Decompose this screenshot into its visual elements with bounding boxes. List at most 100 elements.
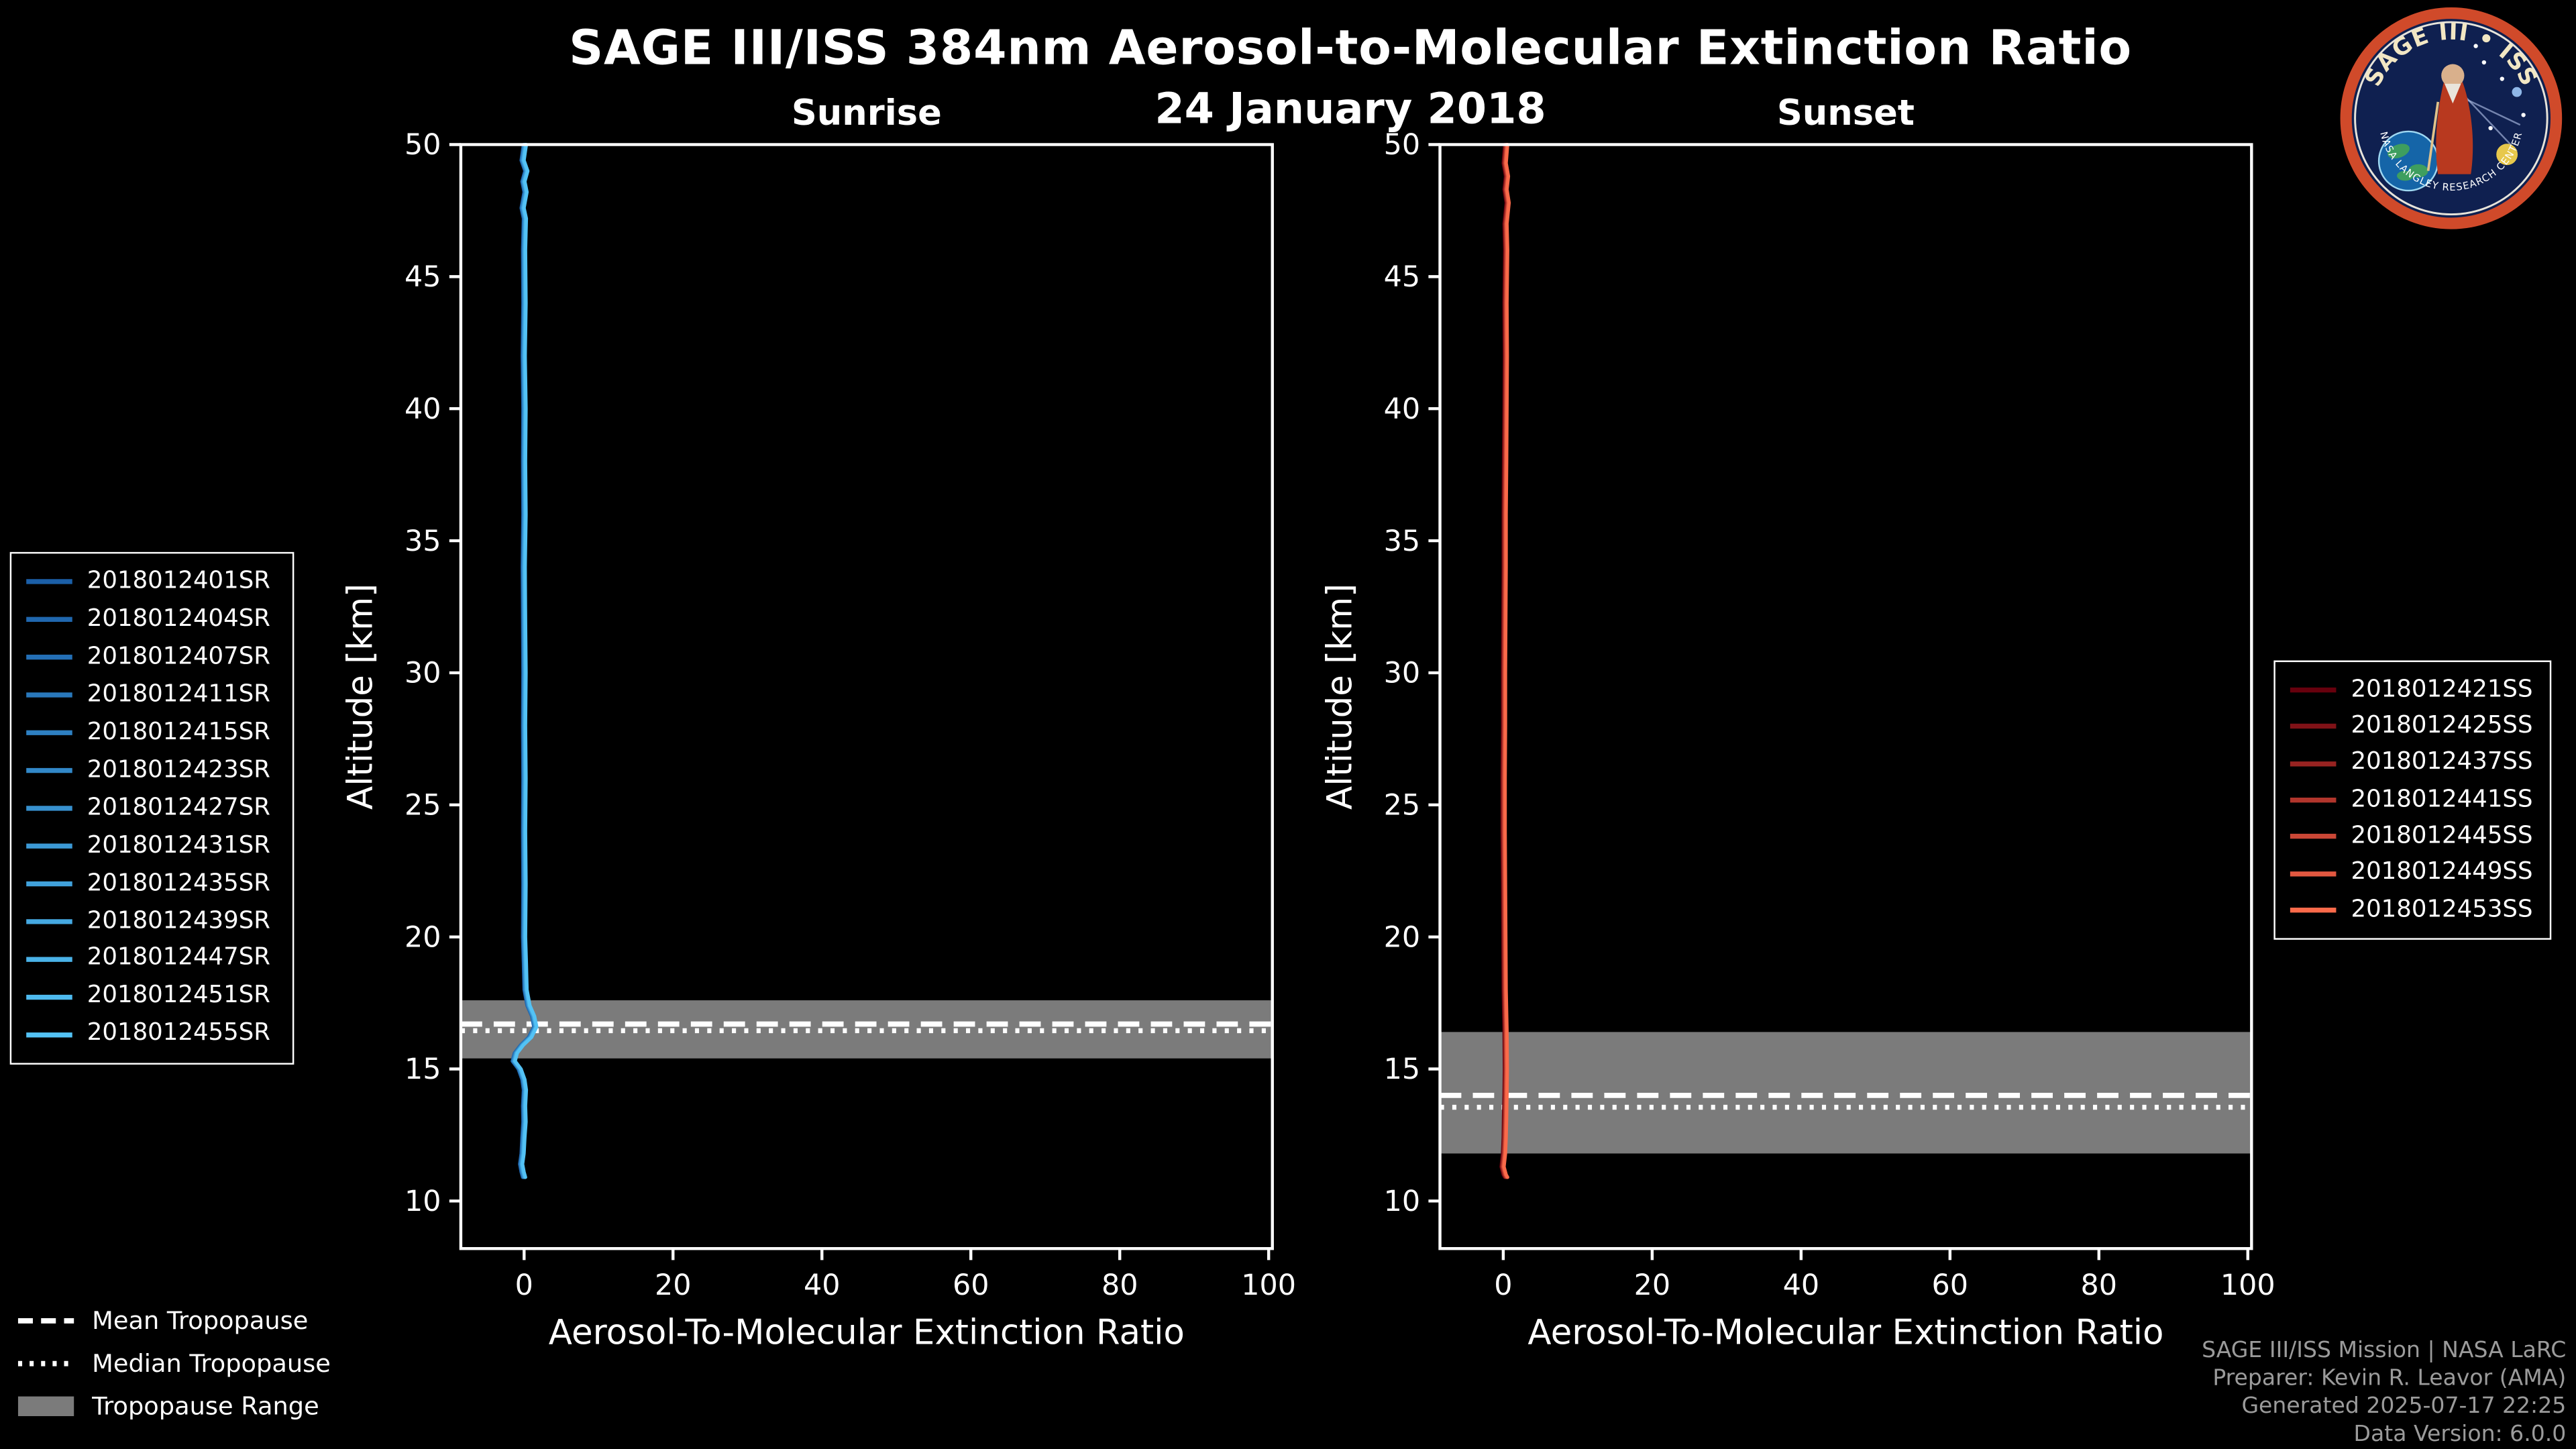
line-swatch-icon	[26, 768, 72, 773]
x-tick-label: 20	[655, 1269, 692, 1302]
tropopause-range-band	[460, 1000, 1273, 1059]
line-swatch-icon	[26, 655, 72, 660]
legend-item-2018012421SS: 2018012421SS	[2288, 678, 2536, 702]
y-tick-label: 25	[1384, 788, 1421, 822]
legend-item-2018012455SR: 2018012455SR	[25, 1022, 280, 1046]
panel-title-sunset: Sunset	[1777, 93, 1915, 133]
line-swatch-icon	[26, 730, 72, 736]
line-swatch-icon	[26, 881, 72, 886]
y-tick-label: 15	[405, 1053, 441, 1086]
line-swatch-icon	[26, 617, 72, 623]
credit-mission: SAGE III/ISS Mission | NASA LaRC	[2202, 1337, 2567, 1364]
line-swatch-icon	[2290, 761, 2337, 766]
star-icon	[2473, 44, 2478, 48]
legend-label: 2018012427SR	[87, 794, 270, 821]
line-swatch-icon	[26, 994, 72, 1000]
y-axis-label: Altitude [km]	[1320, 584, 1360, 810]
y-tick-label: 10	[405, 1185, 441, 1218]
legend-item-2018012453SS: 2018012453SS	[2288, 898, 2536, 922]
x-axis-label: Aerosol-To-Molecular Extinction Ratio	[549, 1312, 1185, 1352]
line-swatch-icon	[2290, 797, 2337, 803]
line-swatch-icon	[2290, 688, 2337, 693]
y-tick-label: 50	[1384, 128, 1421, 162]
x-axis-label: Aerosol-To-Molecular Extinction Ratio	[1527, 1312, 2163, 1352]
star-icon	[2481, 60, 2487, 65]
legend-item-2018012451SR: 2018012451SR	[25, 985, 280, 1009]
y-tick-label: 30	[405, 657, 441, 690]
y-tick-label: 10	[1384, 1185, 1421, 1218]
star-icon	[2500, 76, 2504, 81]
legend-label: 2018012431SR	[87, 832, 270, 859]
line-swatch-icon	[26, 918, 72, 924]
y-axis-label: Altitude [km]	[341, 584, 381, 810]
legend-item-2018012439SR: 2018012439SR	[25, 908, 280, 934]
legend-label: 2018012449SS	[2351, 859, 2533, 886]
line-swatch-icon	[2290, 724, 2337, 730]
x-tick-label: 40	[804, 1269, 841, 1302]
x-tick-label: 60	[953, 1269, 989, 1302]
x-tick-label: 80	[1102, 1269, 1138, 1302]
page-subtitle: 24 January 2018	[1155, 85, 1546, 135]
legend-label: 2018012437SS	[2351, 749, 2533, 777]
line-swatch-icon	[2290, 834, 2337, 839]
star-icon	[2488, 125, 2493, 131]
sage-figure-beard	[2445, 83, 2461, 104]
x-tick-label: 0	[1494, 1269, 1512, 1302]
line-swatch-icon	[2290, 871, 2337, 876]
y-tick-label: 45	[405, 260, 441, 294]
sage-iii-iss-mission-patch: SAGE III • ISS NASA LANGLEY RESEARCH CEN…	[2340, 7, 2563, 229]
line-swatch-icon	[26, 806, 72, 811]
y-tick-label: 20	[405, 920, 441, 954]
line-swatch-icon	[2290, 907, 2337, 912]
legend-item-2018012427SR: 2018012427SR	[25, 796, 280, 820]
legend-label: 2018012407SR	[87, 644, 270, 671]
y-tick-label: 50	[405, 128, 441, 162]
legend-item-2018012423SR: 2018012423SR	[25, 759, 280, 783]
legend-item-2018012437SS: 2018012437SS	[2288, 751, 2536, 775]
legend-item-2018012425SS: 2018012425SS	[2288, 715, 2536, 739]
x-tick-label: 20	[1634, 1269, 1671, 1302]
x-tick-label: 100	[2220, 1269, 2275, 1302]
line-swatch-icon	[26, 843, 72, 849]
line-swatch-icon	[26, 956, 72, 962]
y-tick-label: 20	[1384, 920, 1421, 954]
legend-label: Tropopause Range	[92, 1391, 319, 1421]
legend-item-2018012447SR: 2018012447SR	[25, 947, 280, 971]
sage-staff	[2426, 101, 2440, 171]
star-icon	[2521, 113, 2526, 117]
legend-item-2018012445SS: 2018012445SS	[2288, 824, 2536, 849]
legend-label: 2018012421SS	[2351, 676, 2533, 703]
legend-label: 2018012447SR	[87, 945, 270, 972]
page-title: SAGE III/ISS 384nm Aerosol-to-Molecular …	[569, 19, 2132, 76]
credit-data-version: Data Version: 6.0.0	[2353, 1421, 2567, 1448]
legend-label: 2018012404SR	[87, 606, 270, 633]
y-tick-label: 40	[1384, 392, 1421, 426]
line-swatch-icon	[26, 580, 72, 585]
x-tick-label: 60	[1932, 1269, 1969, 1302]
legend-item-2018012431SR: 2018012431SR	[25, 834, 280, 858]
legend-item-2018012404SR: 2018012404SR	[25, 608, 280, 632]
legend-label: 2018012411SR	[87, 682, 270, 708]
y-tick-label: 35	[405, 525, 441, 558]
legend-item-2018012449SS: 2018012449SS	[2288, 861, 2536, 885]
profile-line-2018012453SS	[1502, 143, 1511, 1179]
legend-item-2018012435SR: 2018012435SR	[25, 871, 280, 896]
earth-continent	[2397, 170, 2414, 181]
sage-figure	[2436, 78, 2473, 174]
legend-item-2018012407SR: 2018012407SR	[25, 646, 280, 670]
plot-border	[1438, 143, 2253, 1250]
moon-icon	[2496, 144, 2518, 166]
legend-label: 2018012415SR	[87, 719, 270, 746]
y-tick-label: 45	[1384, 260, 1421, 294]
legend-label: 2018012439SR	[87, 908, 270, 934]
legend-label: Mean Tropopause	[92, 1305, 309, 1336]
earth-continent	[2387, 144, 2410, 159]
legend-item-2018012415SR: 2018012415SR	[25, 721, 280, 745]
legend-item-2018012411SR: 2018012411SR	[25, 684, 280, 708]
legend-label: 2018012451SR	[87, 983, 270, 1010]
legend-item-2018012441SS: 2018012441SS	[2288, 788, 2536, 812]
dashed-line-icon	[17, 1318, 74, 1324]
legend-item-tropopause-range: Tropopause Range	[16, 1391, 330, 1421]
